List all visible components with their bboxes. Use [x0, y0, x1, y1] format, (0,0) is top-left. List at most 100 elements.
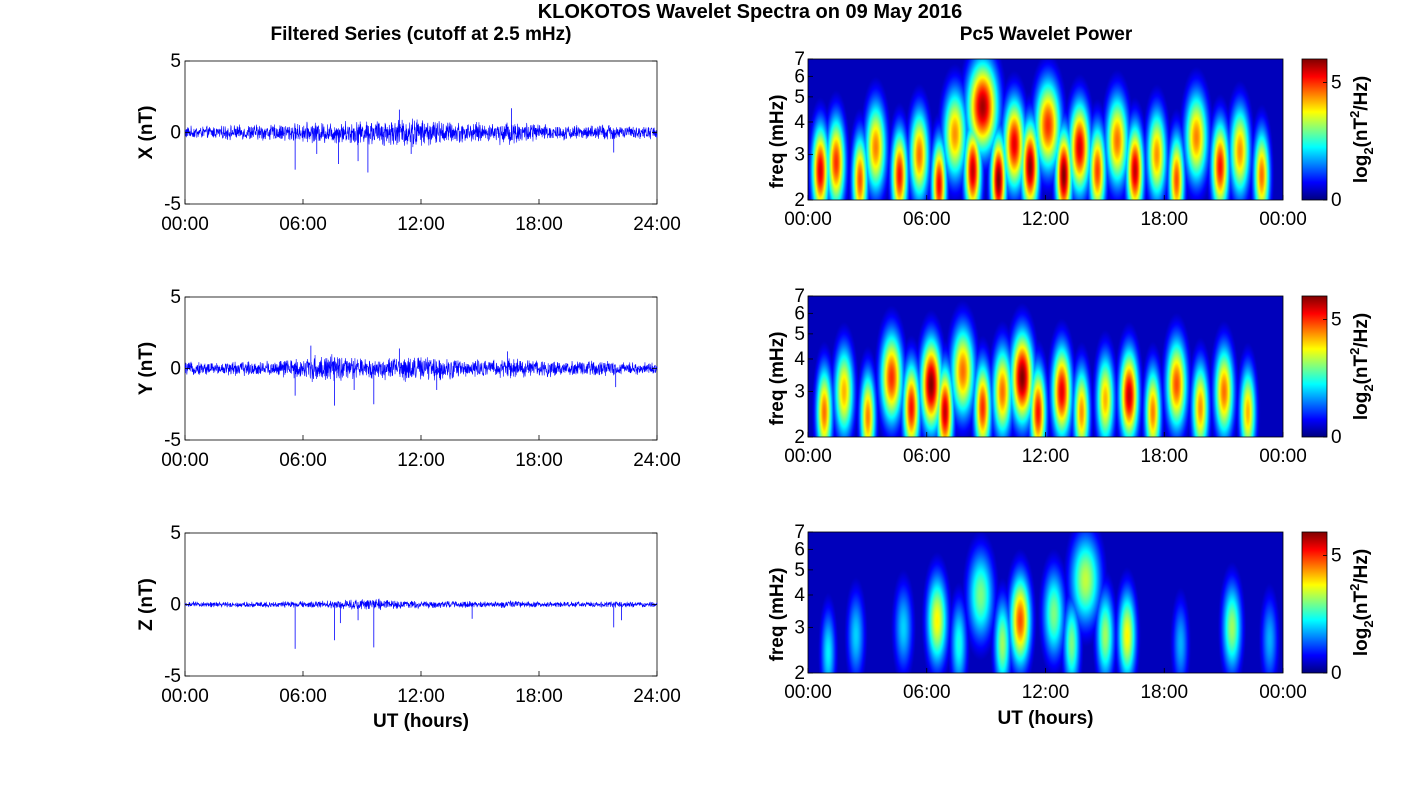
freq-tick-label-y-4: 3 [794, 381, 805, 402]
colorbar-label-part-z: /Hz) [1351, 549, 1372, 584]
colorbar-label-part-y: log [1351, 392, 1372, 421]
colorbar-label-part-x: log [1351, 155, 1372, 184]
colorbar-tick-label-y-0: 5 [1331, 310, 1342, 331]
time-tick-label-z-2: 12:00 [1022, 682, 1070, 703]
xtick-label-x-3: 18:00 [515, 214, 563, 235]
colorbar-label-y: log2(nT2/Hz) [1347, 313, 1376, 420]
freq-tick-label-x-0: 7 [794, 49, 805, 70]
freq-tick-label-z-3: 4 [794, 585, 805, 606]
xtick-label-z-0: 00:00 [161, 686, 209, 707]
colorbar-label-part-z: log [1351, 628, 1372, 657]
colorbar-y [1301, 295, 1328, 438]
freq-tick-label-z-5: 2 [794, 663, 805, 684]
time-tick-label-y-0: 00:00 [784, 446, 832, 467]
series-line-z [184, 598, 658, 611]
colorbar-label-part-x: /Hz) [1351, 76, 1372, 111]
timeseries-axes-x [184, 60, 658, 205]
time-tick-label-z-1: 06:00 [903, 682, 951, 703]
xtick-label-y-1: 06:00 [279, 450, 327, 471]
colorbar-label-x: log2(nT2/Hz) [1347, 76, 1376, 183]
colorbar-label-part-z: 2 [1347, 584, 1362, 591]
ytick-label-y-1: 0 [170, 359, 181, 380]
freq-tick-label-z-4: 3 [794, 617, 805, 638]
xlabel-z: UT (hours) [373, 711, 469, 732]
ytick-label-y-2: -5 [164, 430, 181, 451]
time-tick-label-z-0: 00:00 [784, 682, 832, 703]
time-tick-label-z-4: 00:00 [1259, 682, 1307, 703]
freq-tick-label-x-5: 2 [794, 190, 805, 211]
wavelet-power-raster-x [808, 59, 1283, 200]
xtick-label-x-1: 06:00 [279, 214, 327, 235]
time-tick-label-x-3: 18:00 [1140, 209, 1188, 230]
colorbar-tick-label-z-1: 0 [1331, 663, 1342, 684]
colorbar-label-part-x: 2 [1347, 111, 1362, 118]
xtick-label-y-3: 18:00 [515, 450, 563, 471]
colorbar-label-part-z: 2 [1361, 620, 1376, 627]
colorbar-x [1301, 58, 1328, 201]
colorbar-label-part-y: (nT [1351, 355, 1372, 385]
colorbar-label-z: log2(nT2/Hz) [1347, 549, 1376, 656]
time-tick-label-x-0: 00:00 [784, 209, 832, 230]
wavelet-power-raster-y [808, 296, 1283, 437]
ytick-label-z-1: 0 [170, 595, 181, 616]
xtick-label-y-2: 12:00 [397, 450, 445, 471]
xtick-label-x-2: 12:00 [397, 214, 445, 235]
freq-tick-label-z-0: 7 [794, 522, 805, 543]
freq-tick-label-x-2: 5 [794, 87, 805, 108]
time-tick-label-x-4: 00:00 [1259, 209, 1307, 230]
wavelet-power-heatmap-z [808, 532, 1283, 673]
ytick-label-y-0: 5 [170, 287, 181, 308]
panels-layer: 50-500:00 06:00 12:00 18:00 24:00X (nT)76543… [136, 49, 1376, 732]
freq-tick-label-x-3: 4 [794, 112, 805, 133]
time-axis-label-z: UT (hours) [997, 708, 1093, 729]
xtick-label-x-0: 00:00 [161, 214, 209, 235]
ytick-label-z-0: 5 [170, 523, 181, 544]
freq-tick-label-y-2: 5 [794, 324, 805, 345]
ytick-label-x-1: 0 [170, 123, 181, 144]
colorbar-label-part-x: 2 [1361, 147, 1376, 154]
freq-tick-label-y-3: 4 [794, 349, 805, 370]
series-line-x [184, 118, 658, 148]
xtick-label-z-2: 12:00 [397, 686, 445, 707]
ylabel-y: Y (nT) [136, 342, 157, 395]
freq-tick-label-y-5: 2 [794, 427, 805, 448]
time-tick-label-y-4: 00:00 [1259, 446, 1307, 467]
freq-tick-label-y-0: 7 [794, 286, 805, 307]
colorbar-label-part-x: (nT [1351, 118, 1372, 148]
xtick-label-z-3: 18:00 [515, 686, 563, 707]
freq-axis-label-y: freq (mHz) [767, 332, 788, 426]
left-column-title: Filtered Series (cutoff at 2.5 mHz) [271, 24, 572, 45]
ylabel-z: Z (nT) [136, 578, 157, 631]
freq-axis-label-z: freq (mHz) [767, 568, 788, 662]
colorbar-tick-label-x-1: 0 [1331, 190, 1342, 211]
ytick-label-z-2: -5 [164, 666, 181, 687]
xtick-label-y-4: 24:00 [633, 450, 681, 471]
right-column-title: Pc5 Wavelet Power [960, 24, 1133, 45]
ytick-label-x-0: 5 [170, 51, 181, 72]
colorbar-tick-label-y-1: 0 [1331, 427, 1342, 448]
colorbar-z [1301, 531, 1328, 674]
freq-tick-label-x-1: 6 [794, 66, 805, 87]
colorbar-tick-label-x-0: 5 [1331, 73, 1342, 94]
freq-tick-label-z-2: 5 [794, 560, 805, 581]
wavelet-power-heatmap-x [808, 59, 1283, 200]
colorbar-label-part-y: 2 [1347, 348, 1362, 355]
ylabel-x: X (nT) [136, 106, 157, 160]
freq-axis-label-x: freq (mHz) [767, 95, 788, 189]
time-tick-label-x-1: 06:00 [903, 209, 951, 230]
time-tick-label-y-3: 18:00 [1140, 446, 1188, 467]
colorbar-label-part-y: 2 [1361, 384, 1376, 391]
freq-tick-label-x-4: 3 [794, 144, 805, 165]
xtick-label-y-0: 00:00 [161, 450, 209, 471]
figure-title: KLOKOTOS Wavelet Spectra on 09 May 2016 [538, 1, 963, 23]
wavelet-power-raster-z [808, 532, 1283, 673]
freq-tick-label-y-1: 6 [794, 303, 805, 324]
colorbar-label-part-z: (nT [1351, 591, 1372, 621]
colorbar-tick-label-z-0: 5 [1331, 546, 1342, 567]
time-tick-label-x-2: 12:00 [1022, 209, 1070, 230]
colorbar-label-part-y: /Hz) [1351, 313, 1372, 348]
time-tick-label-z-3: 18:00 [1140, 682, 1188, 703]
xtick-label-z-1: 06:00 [279, 686, 327, 707]
freq-tick-label-z-1: 6 [794, 539, 805, 560]
